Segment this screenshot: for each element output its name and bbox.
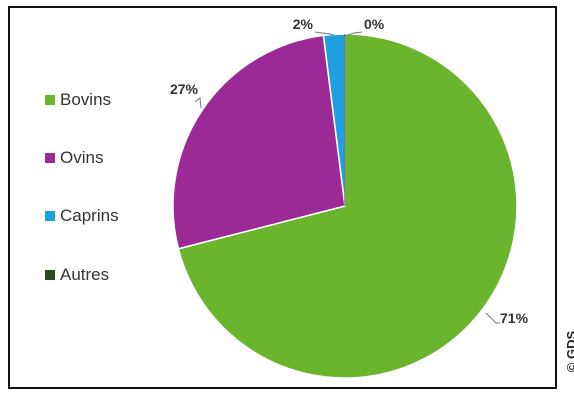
leader-line-ovins xyxy=(194,97,202,109)
legend-label-ovins: Ovins xyxy=(60,148,104,167)
legend-item-caprins: Caprins xyxy=(45,206,119,226)
leader-line-autres xyxy=(344,31,363,37)
pie-slice-bovins xyxy=(177,33,518,379)
data-label-caprins: 2% xyxy=(293,16,314,32)
legend-item-autres: Autres xyxy=(45,265,109,285)
data-label-bovins: 71% xyxy=(500,310,529,326)
data-label-autres: 0% xyxy=(364,16,385,32)
pie-slice-ovins xyxy=(172,34,346,250)
legend-label-bovins: Bovins xyxy=(60,90,112,109)
legend-swatch-ovins xyxy=(45,153,55,163)
legend-swatch-bovins xyxy=(45,95,55,105)
legend-label-autres: Autres xyxy=(60,265,110,284)
leader-line-caprins xyxy=(314,31,335,36)
legend-label-caprins: Caprins xyxy=(60,206,119,225)
data-label-ovins: 27% xyxy=(170,81,199,97)
copyright-credit: © GDS xyxy=(564,330,574,372)
legend-swatch-autres xyxy=(45,270,55,280)
legend-item-ovins: Ovins xyxy=(45,148,103,168)
legend-item-bovins: Bovins xyxy=(45,90,111,110)
leader-line-bovins xyxy=(485,312,500,324)
legend-swatch-caprins xyxy=(45,211,55,221)
